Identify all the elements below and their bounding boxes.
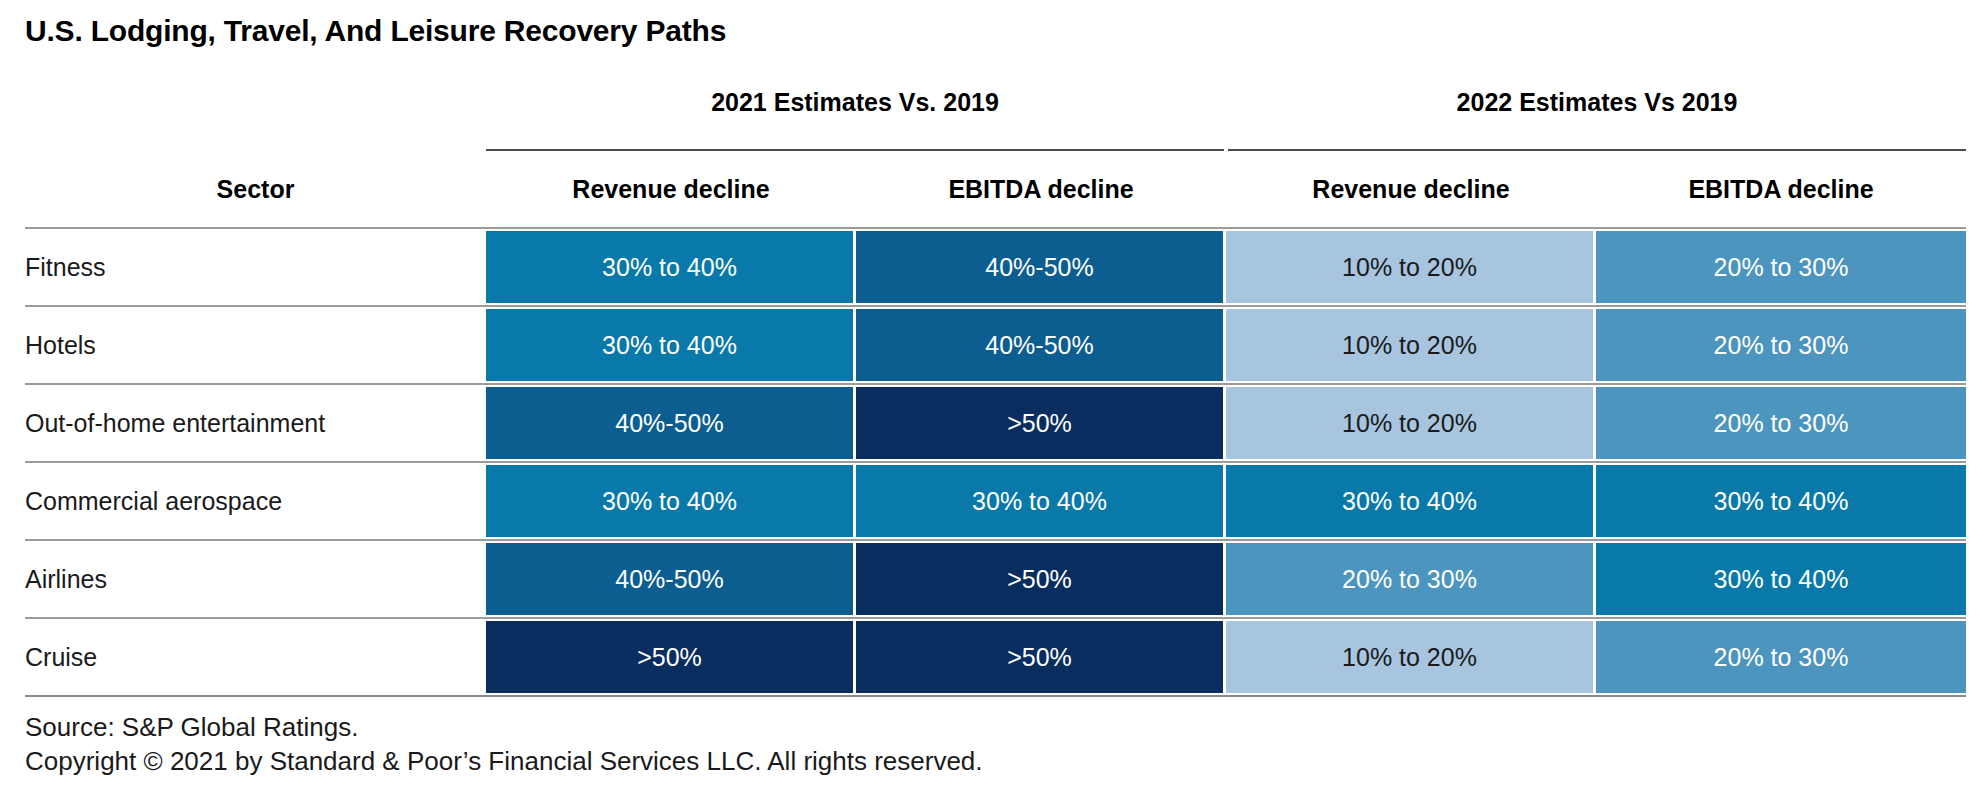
value-cell: 20% to 30% [1596, 387, 1966, 459]
table-row: Commercial aerospace 30% to 40% 30% to 4… [25, 461, 1966, 539]
value-cell: 30% to 40% [1596, 543, 1966, 615]
figure: U.S. Lodging, Travel, And Leisure Recove… [0, 0, 1982, 798]
table-row: Fitness 30% to 40% 40%-50% 10% to 20% 20… [25, 227, 1966, 305]
column-header-2021-revenue: Revenue decline [486, 151, 856, 227]
table-row: Out-of-home entertainment 40%-50% >50% 1… [25, 383, 1966, 461]
page-title: U.S. Lodging, Travel, And Leisure Recove… [25, 14, 1966, 48]
group-header-spacer [25, 74, 486, 151]
group-header-2021: 2021 Estimates Vs. 2019 [486, 74, 1224, 151]
sector-label: Airlines [25, 541, 486, 617]
source-note: Source: S&P Global Ratings. [25, 711, 1966, 745]
value-cell: 10% to 20% [1226, 621, 1593, 693]
sector-label: Fitness [25, 229, 486, 305]
value-cell: 30% to 40% [486, 231, 853, 303]
value-cell: 30% to 40% [486, 465, 853, 537]
sector-label: Hotels [25, 307, 486, 383]
sector-label: Cruise [25, 619, 486, 695]
value-cell: 30% to 40% [1226, 465, 1593, 537]
value-cell: 20% to 30% [1226, 543, 1593, 615]
column-header-2022-revenue: Revenue decline [1226, 151, 1596, 227]
footer: Source: S&P Global Ratings. Copyright © … [25, 711, 1966, 779]
value-cell: 40%-50% [856, 309, 1223, 381]
value-cell: >50% [856, 621, 1223, 693]
value-cell: 30% to 40% [856, 465, 1223, 537]
value-cell: 40%-50% [856, 231, 1223, 303]
sector-label: Commercial aerospace [25, 463, 486, 539]
value-cell: 20% to 30% [1596, 621, 1966, 693]
value-cell: 40%-50% [486, 387, 853, 459]
table-row: Cruise >50% >50% 10% to 20% 20% to 30% [25, 617, 1966, 697]
group-header-2022: 2022 Estimates Vs 2019 [1228, 74, 1966, 151]
sector-label: Out-of-home entertainment [25, 385, 486, 461]
recovery-paths-table: 2021 Estimates Vs. 2019 2022 Estimates V… [25, 74, 1966, 697]
value-cell: 20% to 30% [1596, 231, 1966, 303]
value-cell: >50% [486, 621, 853, 693]
column-header-2021-ebitda: EBITDA decline [856, 151, 1226, 227]
table-row: Airlines 40%-50% >50% 20% to 30% 30% to … [25, 539, 1966, 617]
column-header-row: Sector Revenue decline EBITDA decline Re… [25, 151, 1966, 227]
value-cell: >50% [856, 387, 1223, 459]
value-cell: 20% to 30% [1596, 309, 1966, 381]
value-cell: 30% to 40% [486, 309, 853, 381]
value-cell: 40%-50% [486, 543, 853, 615]
group-header-row: 2021 Estimates Vs. 2019 2022 Estimates V… [25, 74, 1966, 151]
copyright-note: Copyright © 2021 by Standard & Poor’s Fi… [25, 745, 1966, 779]
table-row: Hotels 30% to 40% 40%-50% 10% to 20% 20%… [25, 305, 1966, 383]
value-cell: >50% [856, 543, 1223, 615]
value-cell: 10% to 20% [1226, 387, 1593, 459]
sector-column-header: Sector [25, 151, 486, 227]
value-cell: 10% to 20% [1226, 231, 1593, 303]
value-cell: 10% to 20% [1226, 309, 1593, 381]
value-cell: 30% to 40% [1596, 465, 1966, 537]
column-header-2022-ebitda: EBITDA decline [1596, 151, 1966, 227]
